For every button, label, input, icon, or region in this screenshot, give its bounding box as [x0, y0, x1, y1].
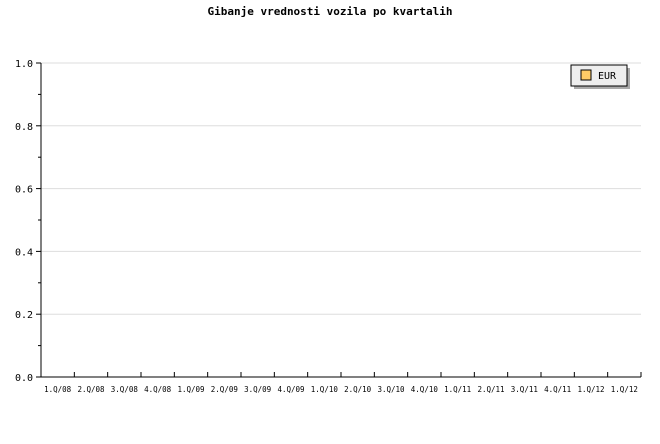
axes: 0.0 0.2 0.4 0.6 0.8 1.0 1.Q/08 2.Q/08 3.Q/08 4.Q/…	[15, 59, 642, 394]
y-tick-label: 0.4	[15, 247, 33, 258]
y-tick-label: 1.0	[15, 59, 33, 70]
y-tick-label: 0.8	[15, 122, 33, 133]
chart-title: Gibanje vrednosti vozila po kvartalih	[207, 5, 452, 18]
x-tick-label: 3.Q/10	[377, 385, 405, 394]
x-tick-label: 2.Q/09	[211, 385, 238, 394]
x-tick-label: 1.Q/10	[311, 385, 339, 394]
x-tick-label: 3.Q/08	[111, 385, 139, 394]
x-tick-label: 1.Q/09	[177, 385, 204, 394]
legend-label: EUR	[598, 71, 617, 82]
x-tick-label: 4.Q/11	[544, 385, 571, 394]
x-tick-label: 1.Q/08	[44, 385, 72, 394]
x-tick-label: 2.Q/11	[477, 385, 504, 394]
x-tick-label: 1.Q/12	[611, 385, 638, 394]
x-tick-label: 3.Q/11	[511, 385, 538, 394]
x-tick-label: 2.Q/10	[344, 385, 372, 394]
legend-swatch	[580, 69, 592, 81]
y-tick-label: 0.0	[15, 373, 33, 384]
x-tick-label: 4.Q/08	[144, 385, 172, 394]
y-tick-label: 0.6	[15, 185, 33, 196]
x-tick-label: 2.Q/08	[77, 385, 105, 394]
x-tick-label: 1.Q/11	[444, 385, 471, 394]
grid	[41, 62, 641, 315]
legend: EUR	[570, 64, 630, 89]
x-tick-label: 4.Q/10	[411, 385, 439, 394]
x-tick-label: 3.Q/09	[244, 385, 271, 394]
x-tick-label: 1.Q/12	[577, 385, 604, 394]
x-tick-label: 4.Q/09	[277, 385, 304, 394]
y-tick-label: 0.2	[15, 310, 33, 321]
